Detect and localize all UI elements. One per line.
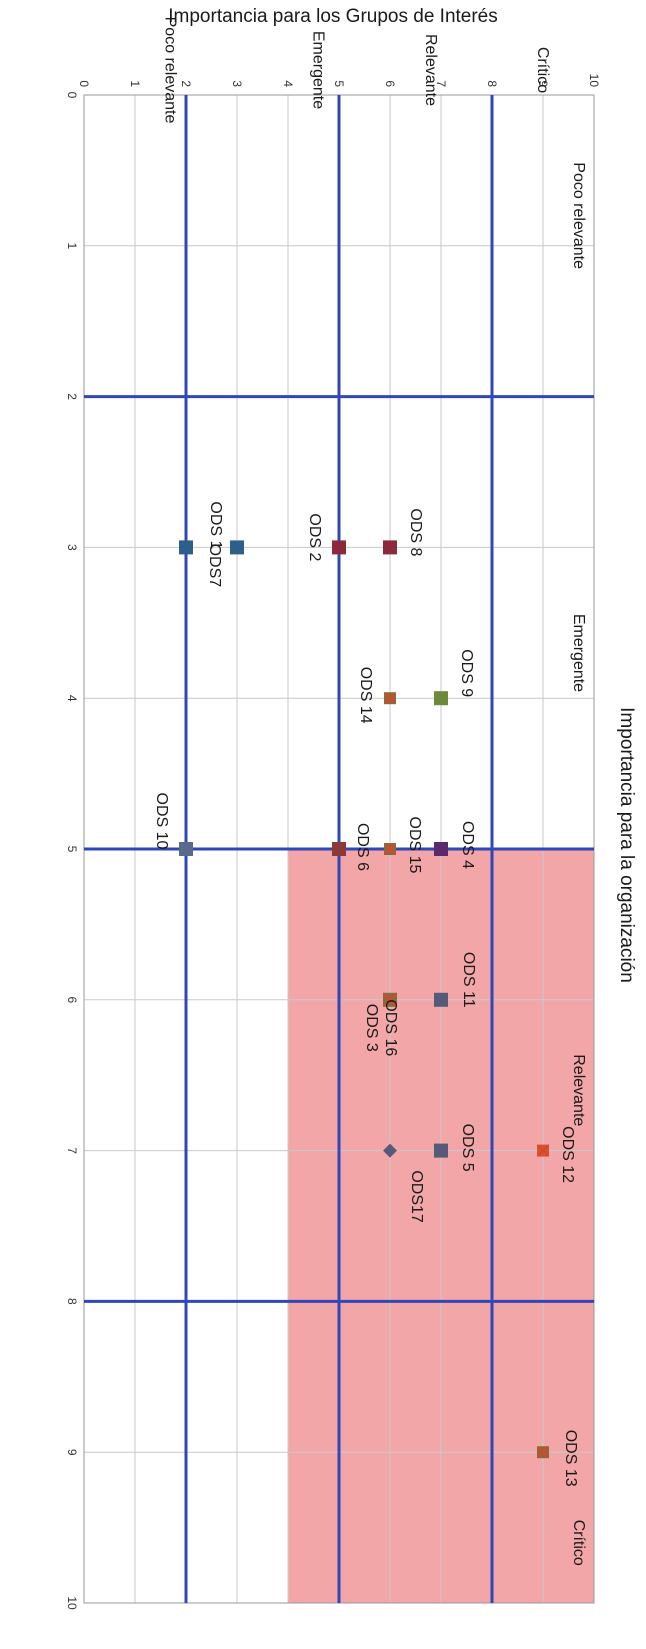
- x-tick-label: 3: [65, 544, 79, 551]
- point-label: ODS 1: [207, 501, 224, 549]
- x-tick-label: 6: [65, 996, 79, 1003]
- point-label: ODS 4: [459, 821, 476, 869]
- x-tick-label: 1: [65, 242, 79, 249]
- y-zone-label: Relevante: [422, 34, 439, 106]
- y-tick-label: 9: [536, 80, 550, 87]
- point-label: ODS 16: [382, 999, 399, 1056]
- point-marker: [434, 1143, 448, 1158]
- point-label: ODS 12: [559, 1126, 576, 1183]
- point-label: ODS 3: [363, 1004, 380, 1052]
- point-marker-cross: [384, 692, 396, 704]
- point-label: ODS 15: [406, 817, 423, 874]
- y-tick-label: 2: [179, 80, 193, 87]
- x-axis-title: Importancia para la organización: [616, 707, 637, 983]
- y-tick-label: 8: [485, 80, 499, 87]
- x-zone-label: Emergente: [570, 614, 587, 692]
- point-marker-cross: [384, 843, 396, 855]
- point-label: ODS 11: [460, 952, 477, 1008]
- point-label: ODS 2: [306, 513, 323, 561]
- x-zone-label: Relevante: [570, 1054, 587, 1126]
- y-tick-label: 1: [128, 80, 142, 87]
- point-marker-cross: [537, 1446, 549, 1458]
- point-marker: [179, 540, 193, 555]
- point-marker: [434, 842, 448, 856]
- point-marker: [230, 540, 244, 555]
- point-marker-cross: [537, 1144, 549, 1157]
- point-label: ODS7: [206, 544, 223, 588]
- point-label: ODS 14: [357, 667, 374, 724]
- point-marker: [332, 540, 346, 555]
- point-label: ODS 5: [459, 1124, 476, 1172]
- y-zone-label: Emergente: [310, 31, 327, 109]
- point-marker: [434, 992, 448, 1007]
- y-tick-label: 4: [281, 80, 295, 87]
- point-label: ODS 9: [458, 649, 475, 697]
- y-tick-label: 10: [587, 74, 601, 88]
- y-tick-label: 7: [434, 80, 448, 87]
- point-marker: [332, 842, 346, 856]
- y-zone-label: Poco relevante: [162, 17, 179, 124]
- x-tick-label: 10: [65, 1596, 79, 1610]
- point-label: ODS17: [408, 1170, 425, 1223]
- x-tick-label: 9: [65, 1449, 79, 1456]
- y-tick-label: 0: [77, 80, 91, 87]
- plot-area: 0 1 2 3 4 5 6 7 8 9 10 0 1 2 3 4 5 6 7 8 9 10 Poco relevante Em…: [65, 17, 601, 1610]
- x-tick-label: 4: [65, 695, 79, 702]
- point-label: ODS 8: [407, 508, 424, 556]
- y-zone-label: Crítico: [534, 47, 551, 93]
- point-marker: [179, 842, 193, 856]
- point-marker: [383, 540, 397, 555]
- point-label: ODS 13: [562, 1430, 579, 1487]
- x-tick-label: 2: [65, 393, 79, 400]
- point-marker: [434, 691, 448, 706]
- x-zone-label: Poco relevante: [570, 162, 587, 269]
- y-tick-label: 3: [230, 80, 244, 87]
- x-tick-label: 5: [65, 846, 79, 853]
- x-tick-label: 0: [65, 92, 79, 99]
- point-label: ODS 10: [153, 793, 170, 850]
- x-tick-label: 7: [65, 1147, 79, 1154]
- x-zone-label: Crítico: [570, 1520, 587, 1566]
- point-marker-cross: [384, 994, 396, 1006]
- y-axis-title: Importancia para los Grupos de Interés: [168, 6, 498, 27]
- x-tick-label: 8: [65, 1298, 79, 1305]
- y-tick-label: 6: [383, 80, 397, 87]
- point-marker: [383, 1143, 397, 1158]
- point-label: ODS 6: [354, 823, 371, 871]
- y-tick-label: 5: [332, 80, 346, 87]
